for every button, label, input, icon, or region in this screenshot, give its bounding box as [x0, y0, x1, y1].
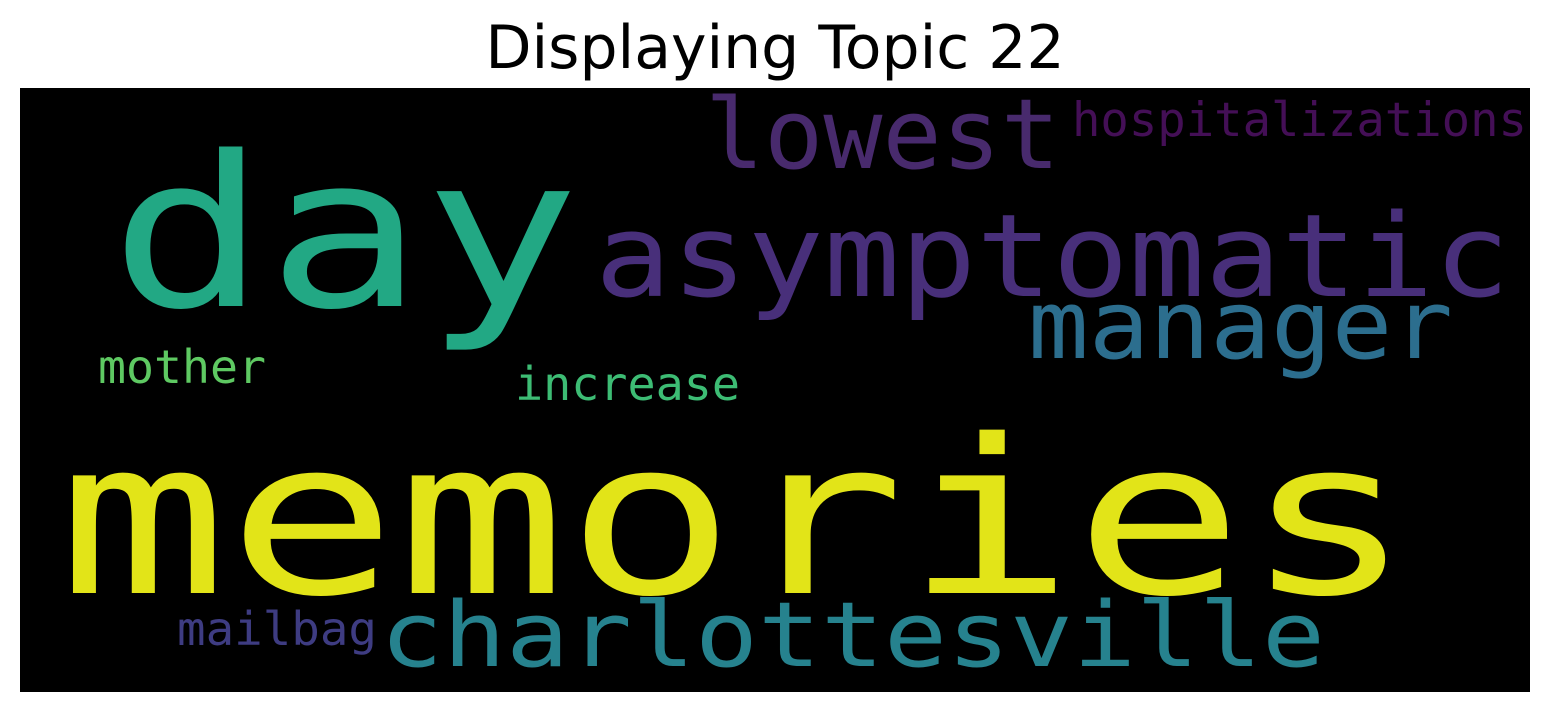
word-asymptomatic: asymptomatic: [595, 190, 1510, 324]
chart-title: Displaying Topic 22: [485, 13, 1065, 83]
wordcloud-panel: memories day asymptomatic lowest manager char…: [20, 88, 1530, 692]
word-mother: mother: [98, 340, 266, 394]
word-increase: increase: [515, 357, 740, 411]
word-memories: memories: [58, 393, 1413, 644]
wordcloud-background: [20, 88, 1530, 692]
word-manager: manager: [1028, 271, 1453, 381]
word-charlottesville: charlottesville: [380, 583, 1325, 688]
word-lowest: lowest: [705, 88, 1060, 191]
word-mailbag: mailbag: [177, 602, 377, 656]
word-hospitalizations: hospitalizations: [1072, 93, 1527, 148]
word-day: day: [110, 111, 580, 356]
